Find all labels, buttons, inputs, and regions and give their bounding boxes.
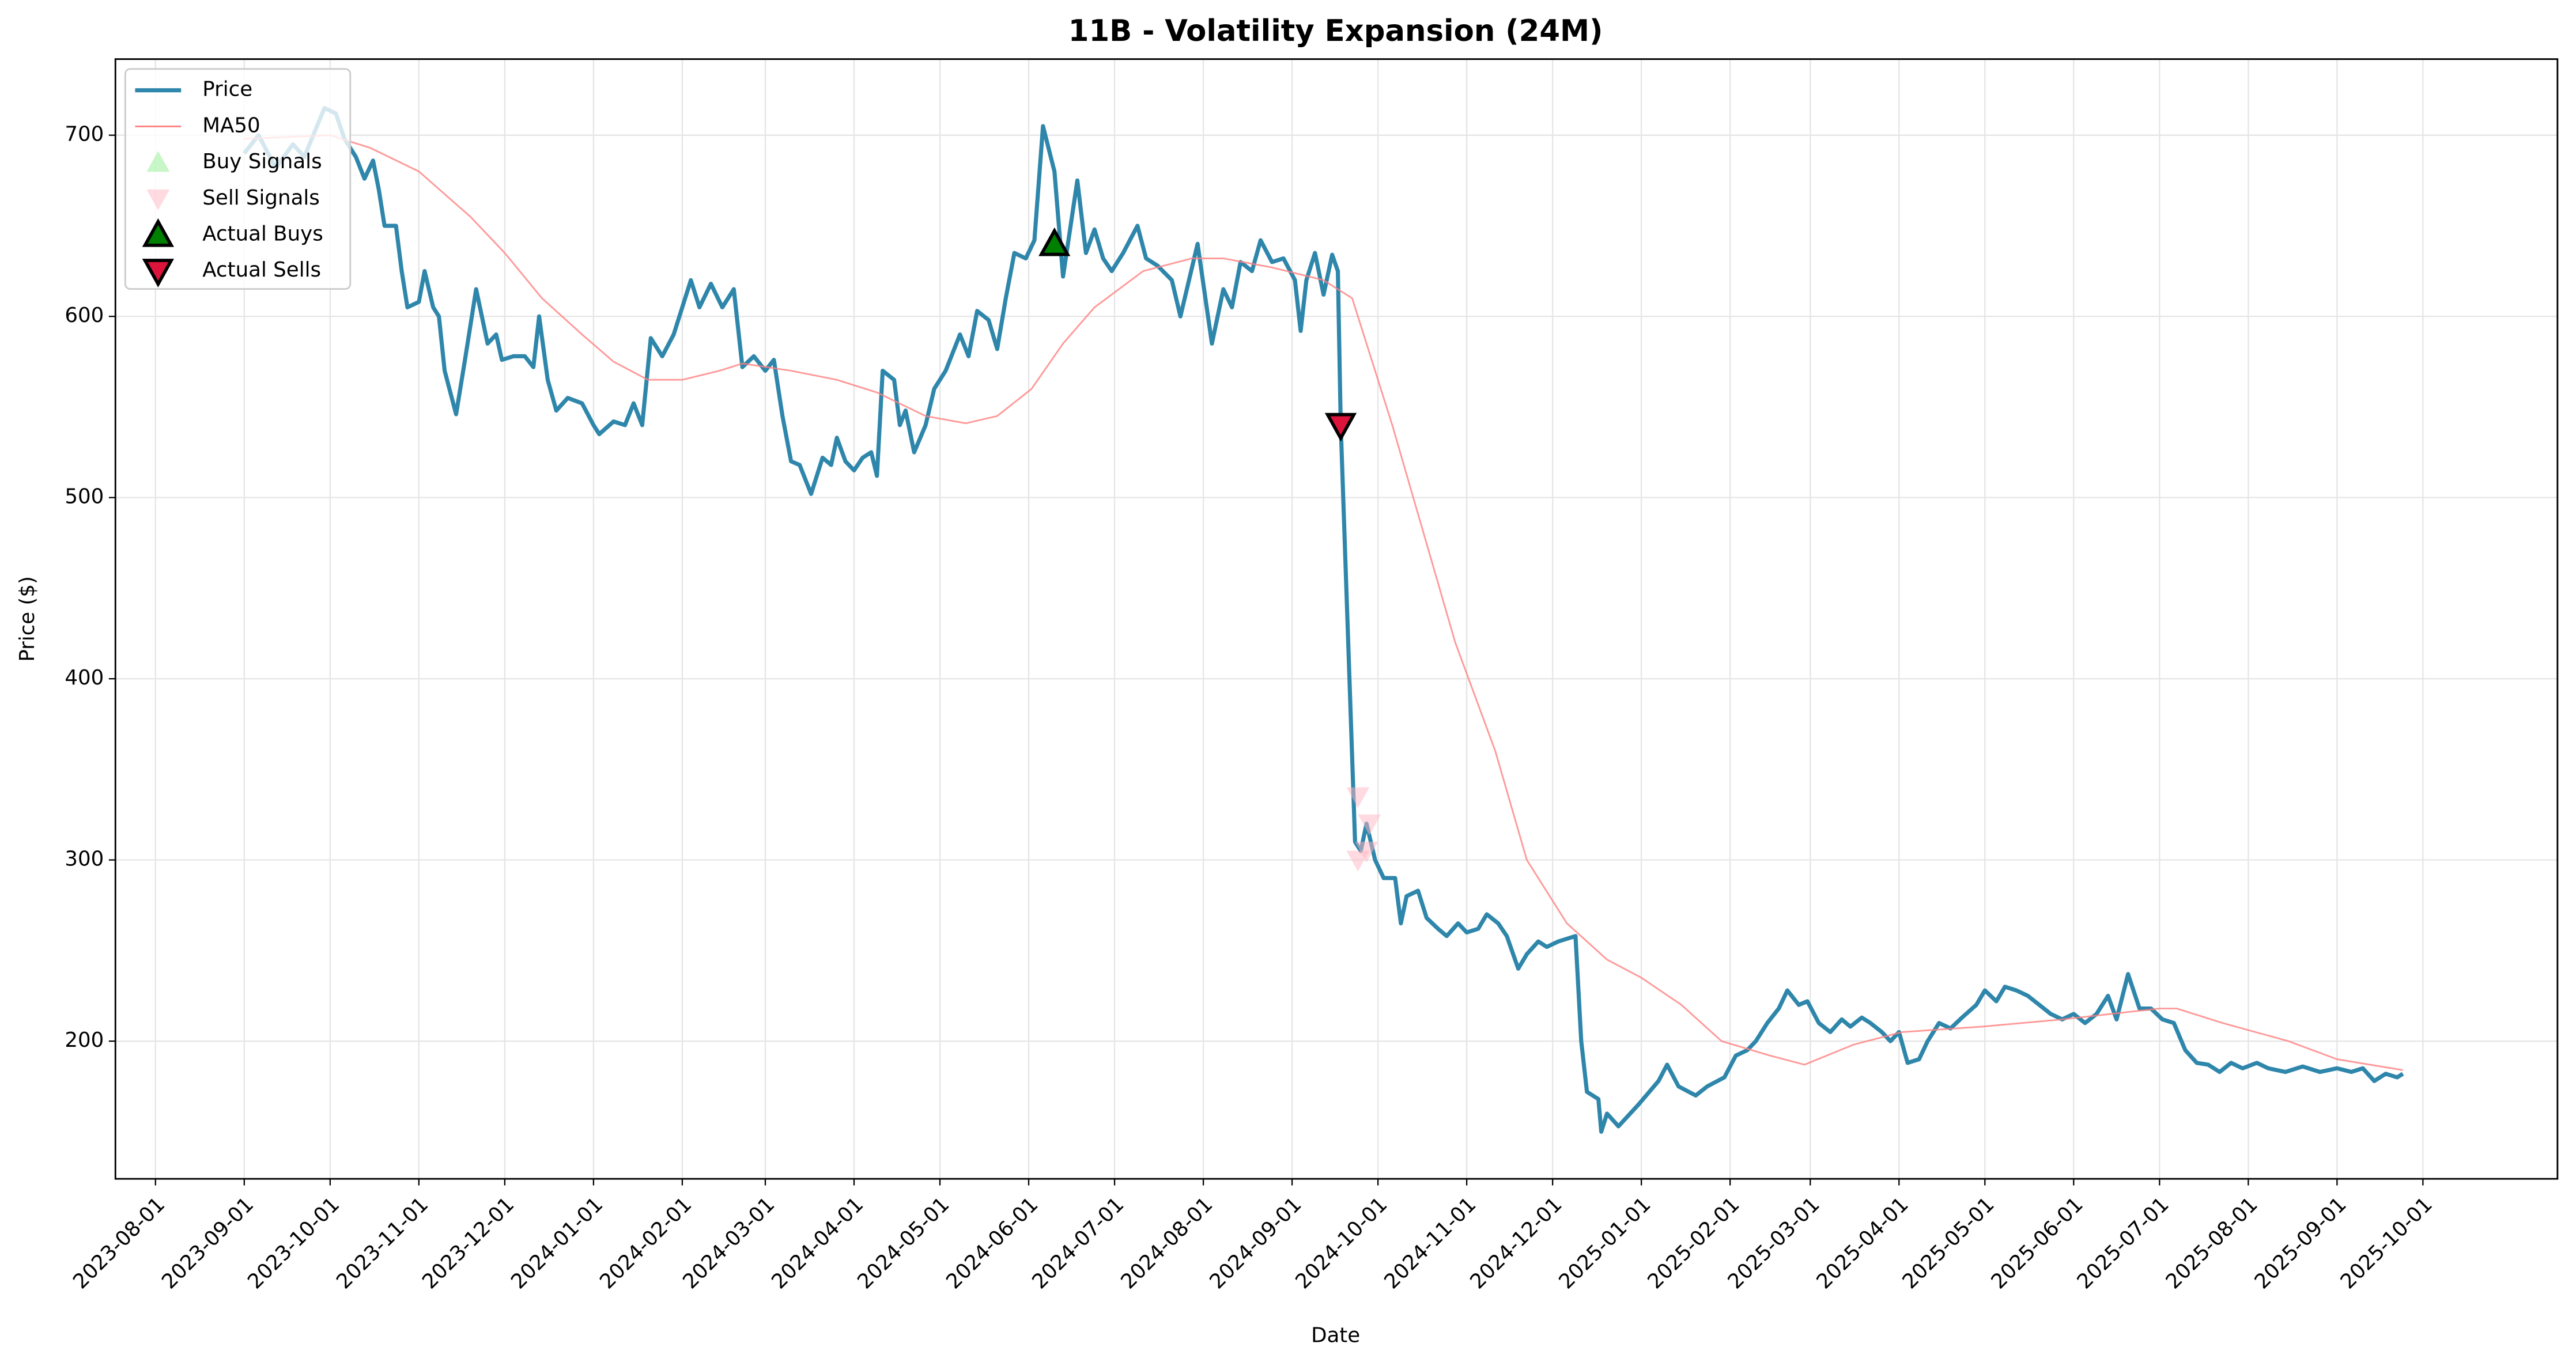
legend-label: Sell Signals — [202, 186, 320, 210]
y-axis-label: Price ($) — [16, 576, 39, 662]
chart-title: 11B - Volatility Expansion (24M) — [1068, 14, 1603, 48]
legend-label: Actual Buys — [202, 222, 323, 246]
series-line — [244, 134, 2403, 1071]
series-line — [243, 105, 2404, 1134]
signal-marker — [1038, 227, 1071, 256]
signal-marker — [1324, 413, 1357, 442]
signal-marker — [1358, 814, 1381, 835]
plot-frame — [114, 58, 2559, 1180]
legend-symbol — [146, 189, 170, 210]
y-tick-label: 600 — [65, 304, 104, 327]
y-tick-label: 200 — [65, 1028, 104, 1052]
legend-symbol — [146, 151, 170, 172]
x-axis-label: Date — [1311, 1324, 1360, 1348]
signal-marker — [1346, 787, 1370, 808]
y-tick-label: 700 — [65, 123, 104, 146]
legend-label: Price — [202, 78, 252, 101]
legend-label: Buy Signals — [202, 150, 322, 173]
legend-symbol — [142, 259, 175, 287]
signal-marker — [1355, 841, 1378, 862]
legend-label: Actual Sells — [202, 258, 321, 282]
legend-symbol — [142, 218, 175, 247]
legend-label: MA50 — [202, 113, 260, 137]
y-tick-label: 500 — [65, 485, 104, 509]
y-tick-label: 400 — [65, 666, 104, 690]
legend-box — [124, 68, 352, 290]
y-tick-label: 300 — [65, 847, 104, 871]
